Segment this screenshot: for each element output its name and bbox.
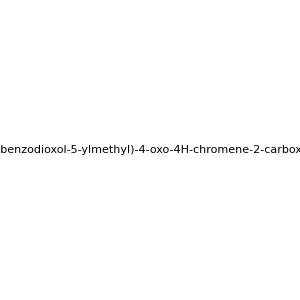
- Text: N-(1,3-benzodioxol-5-ylmethyl)-4-oxo-4H-chromene-2-carboxamide: N-(1,3-benzodioxol-5-ylmethyl)-4-oxo-4H-…: [0, 145, 300, 155]
